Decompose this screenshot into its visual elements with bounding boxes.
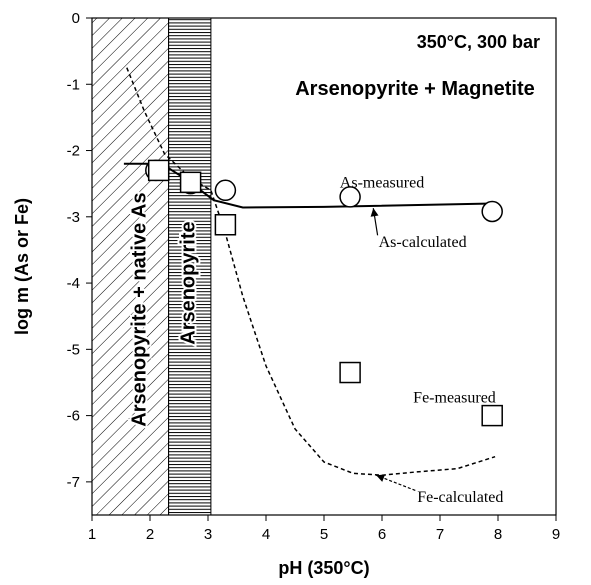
y-tick-label: -6 — [67, 408, 80, 425]
point-fe-measured — [481, 404, 503, 427]
x-tick-label: 7 — [436, 526, 444, 543]
point-fe-measured — [147, 159, 170, 182]
region-label-group: Arsenopyrite + native As — [126, 190, 152, 428]
x-tick-label: 1 — [88, 526, 96, 543]
y-tick-label: -5 — [67, 341, 80, 358]
x-tick-label: 5 — [320, 526, 328, 543]
region-diagonal-hatch — [91, 17, 170, 516]
annotation-as-calculated: As-calculated — [379, 234, 467, 251]
x-tick-label: 4 — [262, 526, 270, 543]
annotation-arrowhead — [376, 474, 386, 482]
y-axis-title-group: log m (As or Fe) — [12, 198, 32, 335]
chart-title: 350°C, 300 bar — [417, 32, 540, 52]
region-label-arsenopyrite-native-as: Arsenopyrite + native As — [128, 192, 150, 426]
point-fe-measured — [214, 214, 237, 236]
point-fe-measured — [179, 171, 202, 194]
x-tick-label: 9 — [552, 526, 560, 543]
region-label-arsenopyrite: Arsenopyrite — [178, 221, 200, 344]
line-fe-calculated — [126, 67, 496, 476]
x-tick-label: 2 — [146, 526, 154, 543]
y-tick-label: -1 — [67, 76, 80, 93]
point-as-measured — [481, 200, 503, 223]
point-as-measured — [339, 186, 361, 208]
region-label-group: Arsenopyrite — [176, 219, 202, 346]
annotation-fe-calculated: Fe-calculated — [417, 489, 503, 506]
x-axis-title: pH (350°C) — [278, 558, 369, 578]
y-tick-label: -7 — [67, 474, 80, 491]
annotation-arrow — [375, 474, 416, 491]
y-tick-label: -4 — [67, 275, 80, 292]
y-axis-title: log m (As or Fe) — [12, 198, 32, 335]
x-tick-label: 6 — [378, 526, 386, 543]
y-tick-label: -3 — [67, 209, 80, 226]
region-horizontal-hatch — [168, 17, 212, 516]
point-fe-measured — [339, 361, 361, 384]
y-tick-label: 0 — [72, 10, 80, 27]
x-tick-label: 3 — [204, 526, 212, 543]
annotation-arrowhead — [370, 208, 379, 217]
region-label-arsenopyrite-magnetite: Arsenopyrite + Magnetite — [295, 78, 535, 100]
annotation-as-measured: As-measured — [340, 174, 424, 191]
point-as-measured — [214, 179, 237, 202]
annotation-fe-measured: Fe-measured — [413, 390, 496, 407]
y-tick-label: -2 — [67, 143, 80, 160]
x-tick-label: 8 — [494, 526, 502, 543]
